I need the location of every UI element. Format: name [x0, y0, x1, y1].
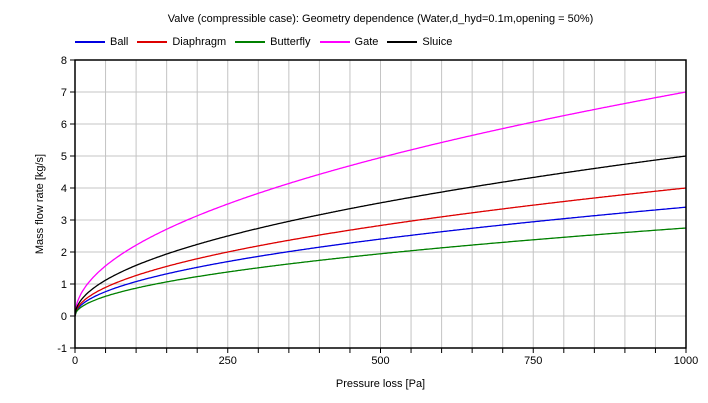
y-tick-label: 1 — [61, 279, 67, 291]
x-tick-label: 750 — [524, 355, 542, 367]
y-tick-label: 2 — [61, 247, 67, 259]
legend-line-sample-sluice — [387, 41, 418, 43]
legend: Ball Diaphragm Butterfly Gate Sluice — [75, 35, 452, 49]
plot-frame-rect — [74, 59, 687, 349]
legend-line-sample-ball — [75, 41, 105, 43]
y-tick-label: -1 — [57, 343, 67, 355]
axis-ticks — [70, 59, 687, 353]
legend-item-butterfly: Butterfly — [235, 36, 311, 48]
legend-line-sample-butterfly — [235, 41, 266, 43]
legend-label-butterfly: Butterfly — [270, 36, 311, 48]
chart-title: Valve (compressible case): Geometry depe… — [167, 13, 594, 25]
legend-line-sample-gate — [319, 41, 350, 43]
legend-item-gate: Gate — [319, 36, 379, 48]
legend-line-sample-diaphragm — [137, 41, 168, 43]
series-line-ball — [74, 206, 687, 317]
y-tick-label: 3 — [61, 215, 67, 227]
series-curves — [74, 91, 687, 317]
axis-tick-labels: 0 250 500 750 1000 -1 0 1 2 3 4 5 6 7 8 — [57, 55, 698, 367]
y-tick-label: 0 — [61, 311, 67, 323]
plot-frame — [74, 59, 687, 349]
legend-label-sluice: Sluice — [422, 36, 453, 48]
legend-label-gate: Gate — [354, 36, 379, 48]
y-tick-label: 8 — [61, 55, 67, 67]
grid-lines — [75, 60, 686, 348]
legend-item-ball: Ball — [75, 36, 128, 48]
y-tick-label: 7 — [61, 87, 67, 99]
legend-label-ball: Ball — [110, 36, 129, 48]
series-line-gate — [74, 91, 687, 317]
x-tick-label: 0 — [72, 355, 78, 367]
y-axis-label: Mass flow rate [kg/s] — [34, 153, 46, 255]
x-tick-label: 1000 — [674, 355, 698, 367]
y-tick-label: 6 — [61, 119, 67, 131]
series-line-butterfly — [74, 227, 687, 317]
x-axis-label: Pressure loss [Pa] — [335, 378, 426, 390]
y-tick-label: 5 — [61, 151, 67, 163]
legend-label-diaphragm: Diaphragm — [172, 36, 227, 48]
legend-item-diaphragm: Diaphragm — [137, 36, 226, 48]
series-line-sluice — [74, 155, 687, 317]
y-tick-label: 4 — [61, 183, 67, 195]
series-line-diaphragm — [74, 187, 687, 317]
x-tick-label: 250 — [219, 355, 237, 367]
legend-item-sluice: Sluice — [387, 36, 452, 48]
x-tick-label: 500 — [371, 355, 389, 367]
